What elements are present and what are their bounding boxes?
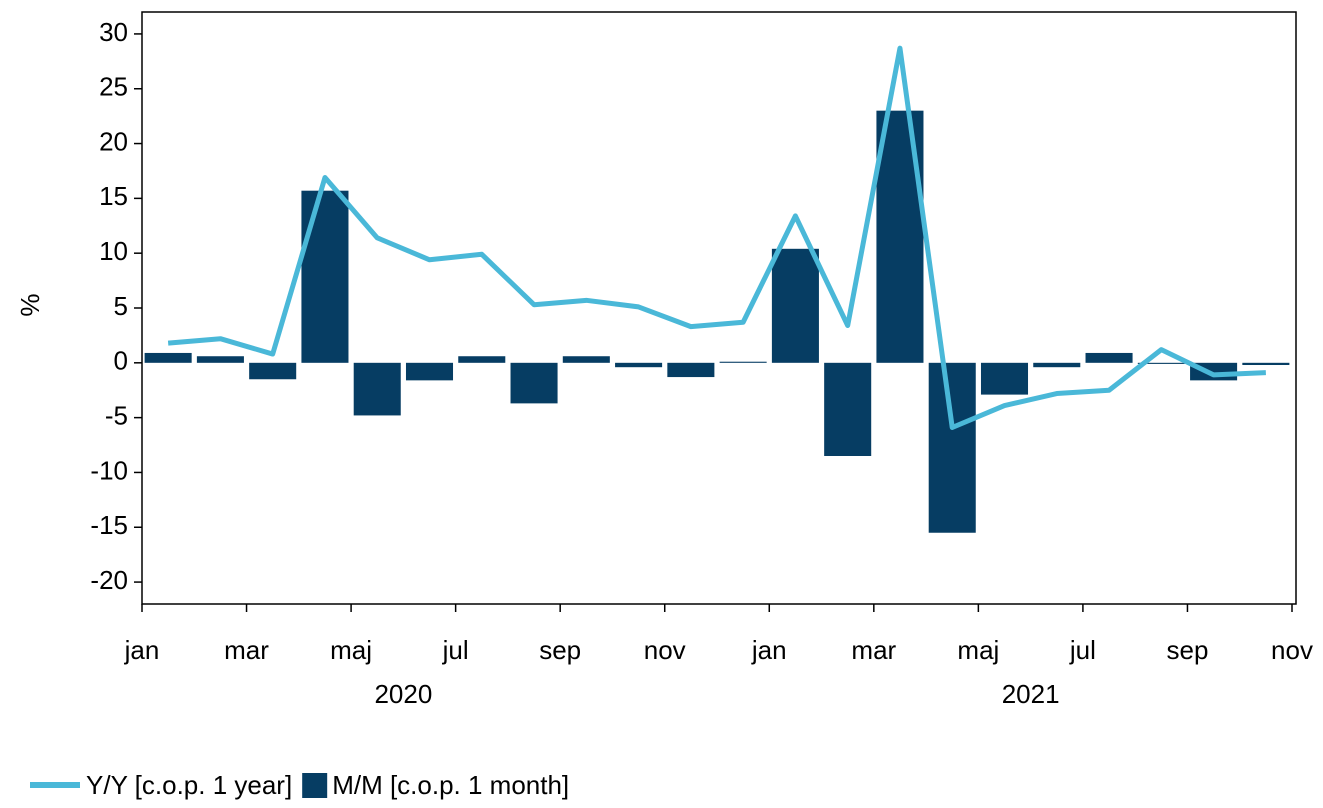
bar — [144, 352, 192, 363]
bar — [1242, 362, 1290, 366]
bar — [458, 356, 506, 363]
x-tick-label: jul — [1069, 635, 1096, 665]
y-tick-label: 0 — [114, 346, 128, 376]
y-axis-label: % — [15, 293, 45, 316]
x-tick-label: sep — [1166, 635, 1208, 665]
x-tick-label: mar — [224, 635, 269, 665]
bar — [353, 362, 401, 416]
x-group-label: 2020 — [374, 679, 432, 709]
x-tick-label: sep — [539, 635, 581, 665]
bar — [1033, 362, 1081, 368]
x-tick-label: nov — [644, 635, 686, 665]
x-tick-label: nov — [1271, 635, 1313, 665]
x-tick-label: mar — [851, 635, 896, 665]
legend-label: M/M [c.o.p. 1 month] — [332, 770, 569, 800]
y-tick-label: -15 — [90, 510, 128, 540]
bar — [615, 362, 663, 368]
y-tick-label: 30 — [99, 17, 128, 47]
x-tick-label: jan — [751, 635, 787, 665]
x-tick-label: maj — [957, 635, 999, 665]
legend-label: Y/Y [c.o.p. 1 year] — [86, 770, 292, 800]
y-tick-label: -5 — [105, 401, 128, 431]
bar — [667, 362, 715, 378]
bar — [301, 190, 349, 363]
y-tick-label: 5 — [114, 291, 128, 321]
x-tick-label: jul — [442, 635, 469, 665]
y-tick-label: 20 — [99, 126, 128, 156]
y-tick-label: -20 — [90, 565, 128, 595]
bar — [405, 362, 454, 381]
bar — [249, 362, 297, 380]
bar — [1137, 362, 1185, 364]
y-tick-label: 25 — [99, 72, 128, 102]
bar — [824, 362, 872, 456]
x-tick-label: jan — [124, 635, 160, 665]
y-tick-label: -10 — [90, 455, 128, 485]
x-tick-label: maj — [330, 635, 372, 665]
y-tick-label: 15 — [99, 181, 128, 211]
bar — [980, 362, 1029, 395]
bar — [771, 248, 819, 363]
legend-swatch — [302, 773, 328, 798]
bar — [196, 356, 244, 363]
bar — [510, 362, 558, 404]
bar — [928, 362, 976, 533]
bar — [1085, 352, 1133, 363]
line — [167, 45, 1266, 430]
y-tick-label: 10 — [99, 236, 128, 266]
bar — [562, 356, 610, 363]
bar — [719, 361, 767, 363]
x-group-label: 2021 — [1002, 679, 1060, 709]
